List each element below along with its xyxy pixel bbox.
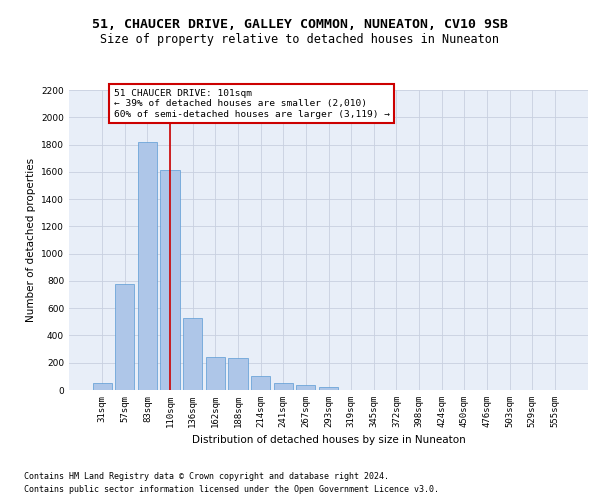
Text: 51 CHAUCER DRIVE: 101sqm
← 39% of detached houses are smaller (2,010)
60% of sem: 51 CHAUCER DRIVE: 101sqm ← 39% of detach… xyxy=(113,88,389,118)
Bar xyxy=(115,284,134,390)
Bar xyxy=(206,358,225,390)
Bar xyxy=(92,383,112,390)
X-axis label: Distribution of detached houses by size in Nuneaton: Distribution of detached houses by size … xyxy=(191,436,466,446)
Bar xyxy=(229,358,248,390)
Bar xyxy=(296,384,316,390)
Text: Contains public sector information licensed under the Open Government Licence v3: Contains public sector information licen… xyxy=(24,485,439,494)
Bar xyxy=(160,170,180,390)
Text: 51, CHAUCER DRIVE, GALLEY COMMON, NUNEATON, CV10 9SB: 51, CHAUCER DRIVE, GALLEY COMMON, NUNEAT… xyxy=(92,18,508,30)
Bar xyxy=(319,386,338,390)
Bar xyxy=(251,376,270,390)
Bar xyxy=(138,142,157,390)
Y-axis label: Number of detached properties: Number of detached properties xyxy=(26,158,35,322)
Text: Size of property relative to detached houses in Nuneaton: Size of property relative to detached ho… xyxy=(101,32,499,46)
Text: Contains HM Land Registry data © Crown copyright and database right 2024.: Contains HM Land Registry data © Crown c… xyxy=(24,472,389,481)
Bar xyxy=(274,382,293,390)
Bar xyxy=(183,318,202,390)
